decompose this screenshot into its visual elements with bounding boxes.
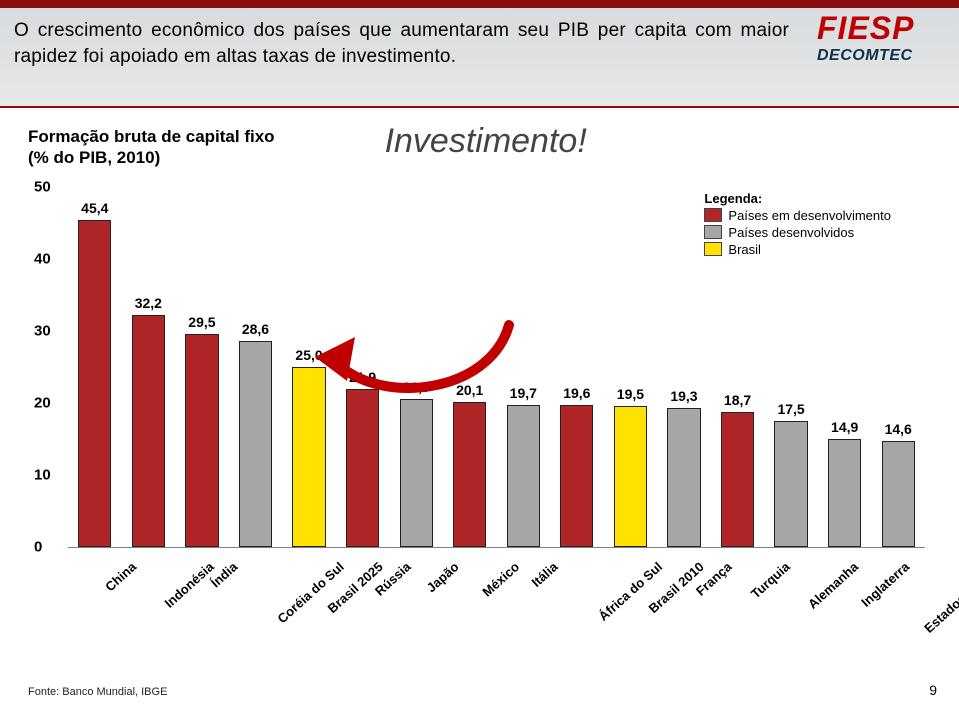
x-tick-label: Estados Unidos — [921, 559, 959, 636]
bar-value-label: 19,6 — [563, 385, 590, 401]
bar-value-label: 14,9 — [831, 419, 858, 435]
bar-value-label: 19,3 — [670, 388, 697, 404]
bar — [507, 405, 540, 547]
bar-value-label: 19,5 — [617, 386, 644, 402]
x-tick-label: Coréia do Sul — [275, 559, 347, 626]
bar-value-label: 19,7 — [510, 385, 537, 401]
bar — [346, 389, 379, 547]
y-tick-label: 50 — [34, 178, 51, 195]
subtitle-right: Investimento! — [385, 122, 587, 161]
y-tick-label: 40 — [34, 250, 51, 267]
bar — [400, 399, 433, 547]
bar-value-label: 21,9 — [349, 369, 376, 385]
header-text: O crescimento econômico dos países que a… — [14, 18, 789, 69]
subtitle-row: Formação bruta de capital fixo (% do PIB… — [28, 126, 931, 169]
y-tick-label: 10 — [34, 466, 51, 483]
x-tick-label: Japão — [424, 559, 462, 595]
bar — [614, 406, 647, 546]
subtitle-left: Formação bruta de capital fixo (% do PIB… — [28, 126, 275, 169]
bar-value-label: 28,6 — [242, 321, 269, 337]
bar-value-label: 45,4 — [81, 200, 108, 216]
bar-value-label: 32,2 — [135, 295, 162, 311]
x-tick-label: Inglaterra — [858, 559, 912, 610]
x-axis-line — [68, 547, 925, 548]
subtitle-left-line2: (% do PIB, 2010) — [28, 147, 275, 168]
bar — [78, 220, 111, 547]
bar — [828, 439, 861, 546]
bar-value-label: 18,7 — [724, 392, 751, 408]
bar — [667, 408, 700, 547]
subtitle-left-line1: Formação bruta de capital fixo — [28, 126, 275, 147]
bar — [239, 341, 272, 547]
footer-source: Fonte: Banco Mundial, IBGE — [28, 686, 167, 698]
y-tick-label: 20 — [34, 394, 51, 411]
chart: Legenda: Países em desenvolvimentoPaíses… — [28, 187, 931, 647]
header-bar: O crescimento econômico dos países que a… — [0, 0, 959, 108]
bar-value-label: 14,6 — [885, 421, 912, 437]
x-tick-label: Turquia — [748, 559, 793, 601]
bar-value-label: 29,5 — [188, 314, 215, 330]
logo-sub: DECOMTEC — [817, 47, 945, 65]
bar — [453, 402, 486, 547]
x-tick-label: Alemanha — [805, 559, 861, 612]
bars-layer: 45,4 32,2 29,5 28,6 25,0 21,9 20,5 20,1 19,7 19,6… — [68, 187, 925, 547]
page-number: 9 — [929, 682, 937, 698]
x-tick-label: China — [102, 559, 139, 594]
bar — [721, 412, 754, 547]
bar — [185, 334, 218, 546]
bar-value-label: 20,5 — [403, 379, 430, 395]
x-tick-label: Indonésia — [162, 559, 217, 611]
bar-value-label: 20,1 — [456, 382, 483, 398]
bar — [774, 421, 807, 547]
y-tick-label: 30 — [34, 322, 51, 339]
bar — [882, 441, 915, 546]
bar — [132, 315, 165, 547]
y-tick-label: 0 — [34, 538, 42, 555]
x-tick-label: Índia — [208, 559, 241, 590]
logo-main: FIESP — [817, 10, 945, 47]
bar — [292, 367, 325, 547]
bar-value-label: 17,5 — [777, 401, 804, 417]
bar — [560, 405, 593, 546]
logo-box: FIESP DECOMTEC — [817, 10, 945, 65]
x-tick-label: Itália — [529, 559, 561, 590]
x-tick-label: México — [479, 559, 522, 600]
bar-value-label: 25,0 — [295, 347, 322, 363]
